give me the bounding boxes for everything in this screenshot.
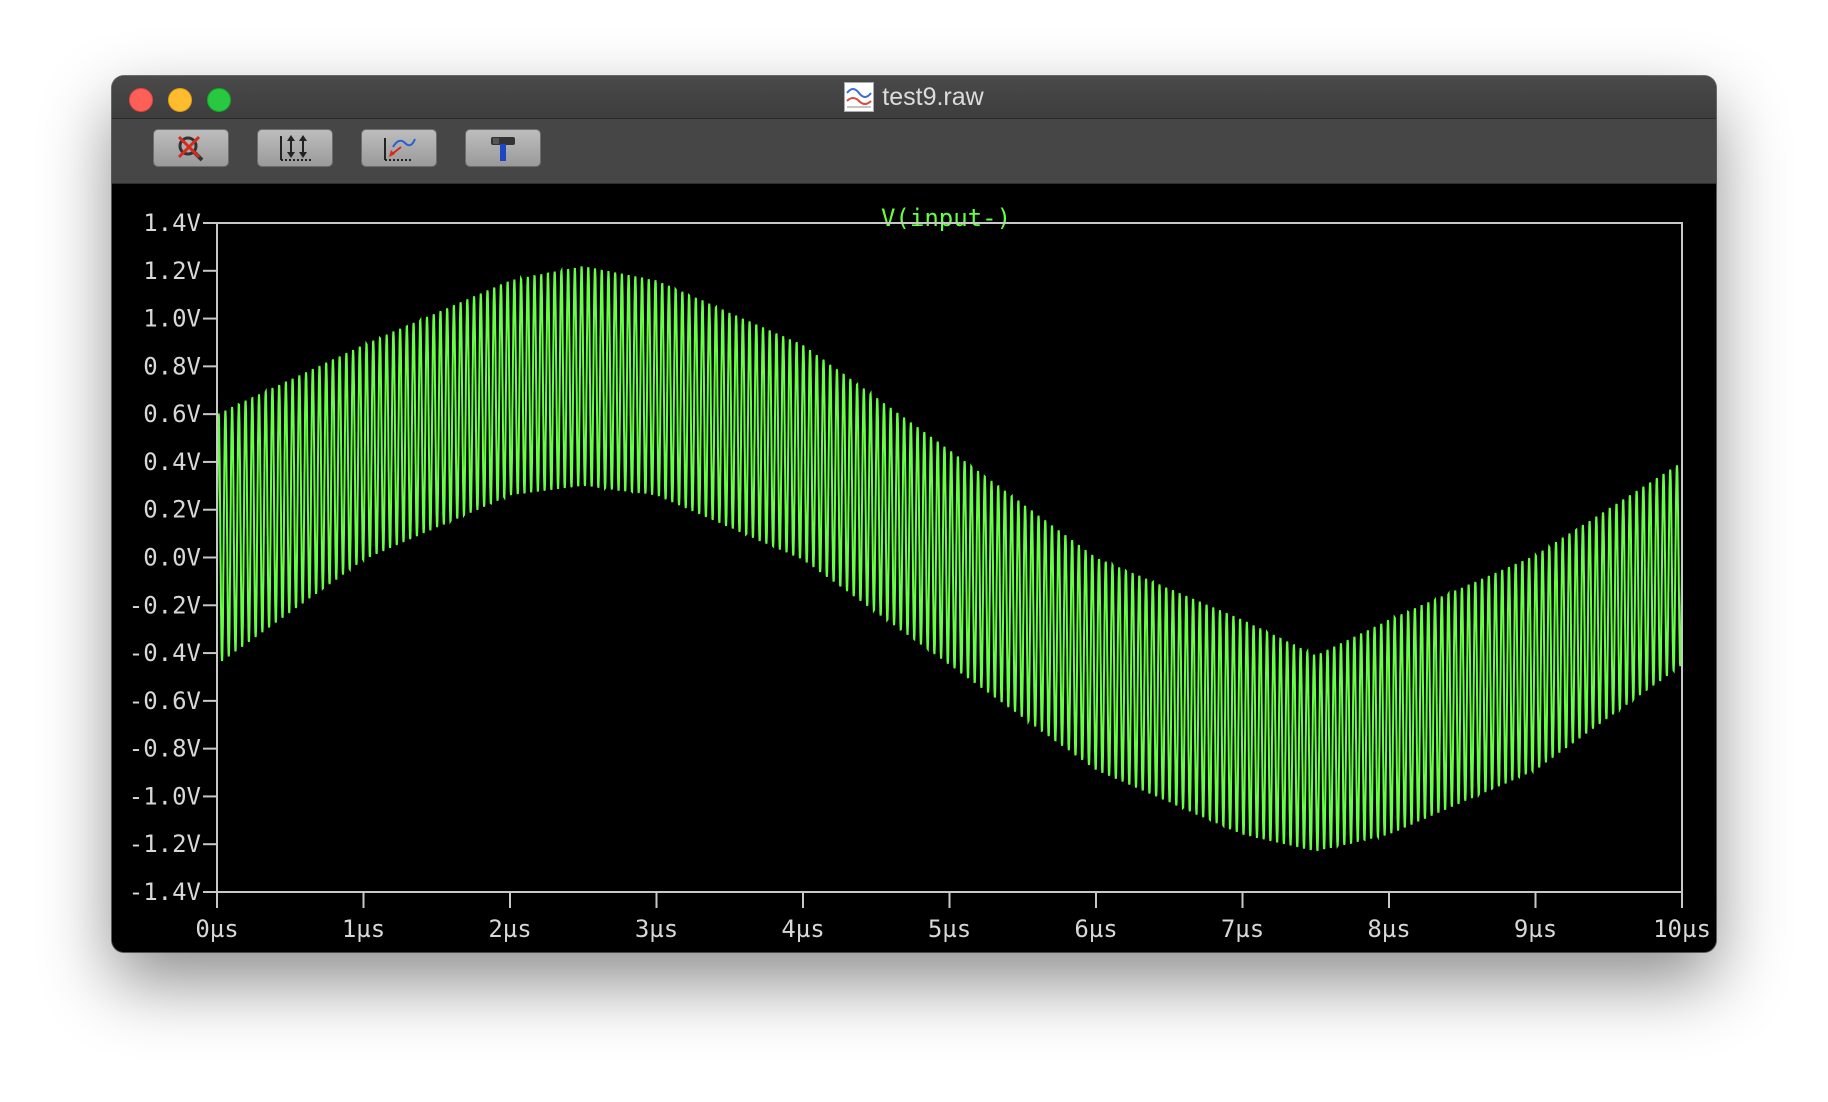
y-tick-label: 0.2V (143, 496, 201, 524)
hammer-icon (491, 137, 515, 161)
x-tick-label: 2µs (488, 915, 531, 943)
zoom-cancel-button[interactable] (153, 129, 229, 167)
y-tick-label: 1.2V (143, 257, 201, 285)
y-tick-label: 1.4V (143, 209, 201, 237)
waveform-window: test9.raw (112, 76, 1716, 952)
trace-v-input-minus (216, 266, 1683, 852)
maximize-button[interactable] (207, 88, 231, 112)
x-tick-label: 6µs (1074, 915, 1117, 943)
toolbar (112, 119, 1716, 184)
y-tick-label: -0.8V (129, 735, 201, 763)
title-bar[interactable]: test9.raw (112, 76, 1716, 119)
x-tick-label: 3µs (635, 915, 678, 943)
y-tick-label: -1.0V (129, 782, 201, 810)
x-tick-label: 1µs (342, 915, 385, 943)
plot-frame (216, 222, 1683, 893)
y-tick-label: 0.4V (143, 448, 201, 476)
y-tick-label: 0.0V (143, 544, 201, 572)
y-tick-label: -0.4V (129, 639, 201, 667)
close-button[interactable] (129, 88, 153, 112)
pan-icon (384, 138, 416, 161)
y-tick-label: 0.8V (143, 352, 201, 380)
zoom-cancel-icon (177, 135, 204, 162)
x-tick-label: 7µs (1221, 915, 1264, 943)
y-tick-label: -1.4V (129, 878, 201, 906)
x-tick-label: 8µs (1367, 915, 1410, 943)
x-tick-label: 4µs (781, 915, 824, 943)
y-tick-label: -1.2V (129, 830, 201, 858)
x-tick-label: 5µs (928, 915, 971, 943)
y-tick-label: -0.6V (129, 687, 201, 715)
window-title: test9.raw (882, 82, 984, 111)
waveform-file-icon (844, 82, 875, 112)
waveform-chart[interactable]: V(input-) 1.4V 1.2V 1.0V 0.8V 0.6V 0.4V 0.2V 0.… (112, 184, 1716, 952)
x-tick-label: 10µs (1653, 915, 1711, 943)
chart-title: V(input-) (881, 204, 1011, 232)
autorange-icon (280, 135, 311, 161)
autorange-button[interactable] (257, 129, 333, 167)
y-tick-label: -0.2V (129, 591, 201, 619)
minimize-button[interactable] (168, 88, 192, 112)
x-tick-label: 0µs (195, 915, 238, 943)
plot-area[interactable]: V(input-) 1.4V 1.2V 1.0V 0.8V 0.6V 0.4V 0.2V 0.… (112, 184, 1716, 952)
settings-button[interactable] (465, 129, 541, 167)
y-tick-label: 0.6V (143, 400, 201, 428)
y-tick-label: 1.0V (143, 305, 201, 333)
window-title-area: test9.raw (112, 76, 1716, 118)
pan-button[interactable] (361, 129, 437, 167)
x-tick-label: 9µs (1514, 915, 1557, 943)
